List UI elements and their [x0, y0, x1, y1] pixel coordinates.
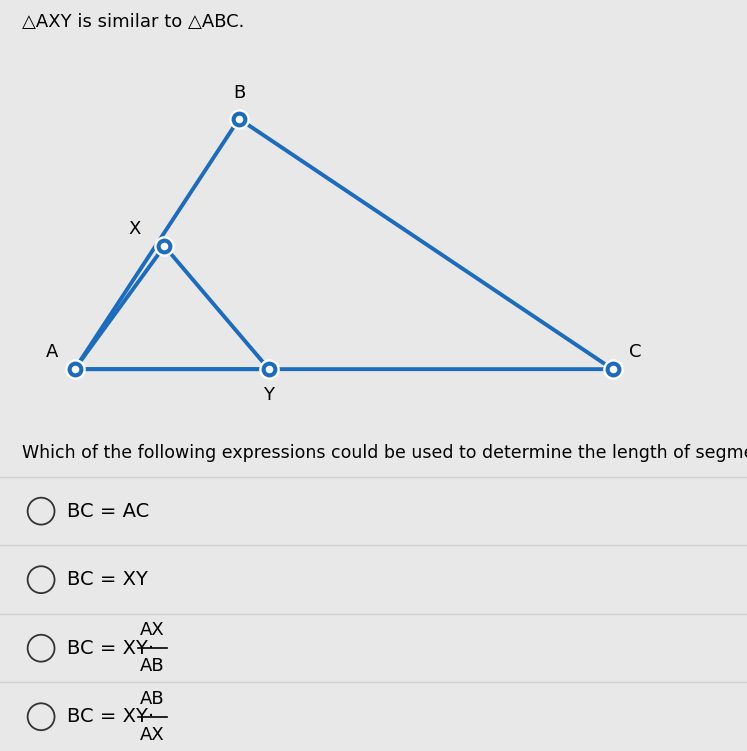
- Point: [158, 240, 170, 252]
- Text: AX: AX: [140, 621, 165, 639]
- Text: △AXY is similar to △ABC.: △AXY is similar to △ABC.: [22, 13, 245, 31]
- Text: BC = AC: BC = AC: [67, 502, 149, 520]
- Text: BC = XY·: BC = XY·: [67, 638, 155, 658]
- Text: Which of the following expressions could be used to determine the length of segm: Which of the following expressions could…: [22, 445, 747, 462]
- Point: [607, 363, 619, 376]
- Point: [69, 363, 81, 376]
- Text: AB: AB: [140, 657, 164, 675]
- Text: AX: AX: [140, 725, 165, 743]
- Text: A: A: [46, 343, 58, 361]
- Point: [158, 240, 170, 252]
- Point: [263, 363, 275, 376]
- Point: [607, 363, 619, 376]
- Point: [69, 363, 81, 376]
- Point: [69, 363, 81, 376]
- Point: [263, 363, 275, 376]
- Point: [233, 113, 245, 125]
- Text: C: C: [629, 343, 641, 361]
- Point: [263, 363, 275, 376]
- Text: AB: AB: [140, 690, 164, 708]
- Text: BC = XY: BC = XY: [67, 570, 148, 590]
- Text: BC = XY·: BC = XY·: [67, 707, 155, 726]
- Text: Y: Y: [264, 385, 274, 403]
- Text: B: B: [233, 84, 245, 102]
- Point: [607, 363, 619, 376]
- Point: [158, 240, 170, 252]
- Point: [233, 113, 245, 125]
- Text: X: X: [128, 220, 140, 238]
- Point: [233, 113, 245, 125]
